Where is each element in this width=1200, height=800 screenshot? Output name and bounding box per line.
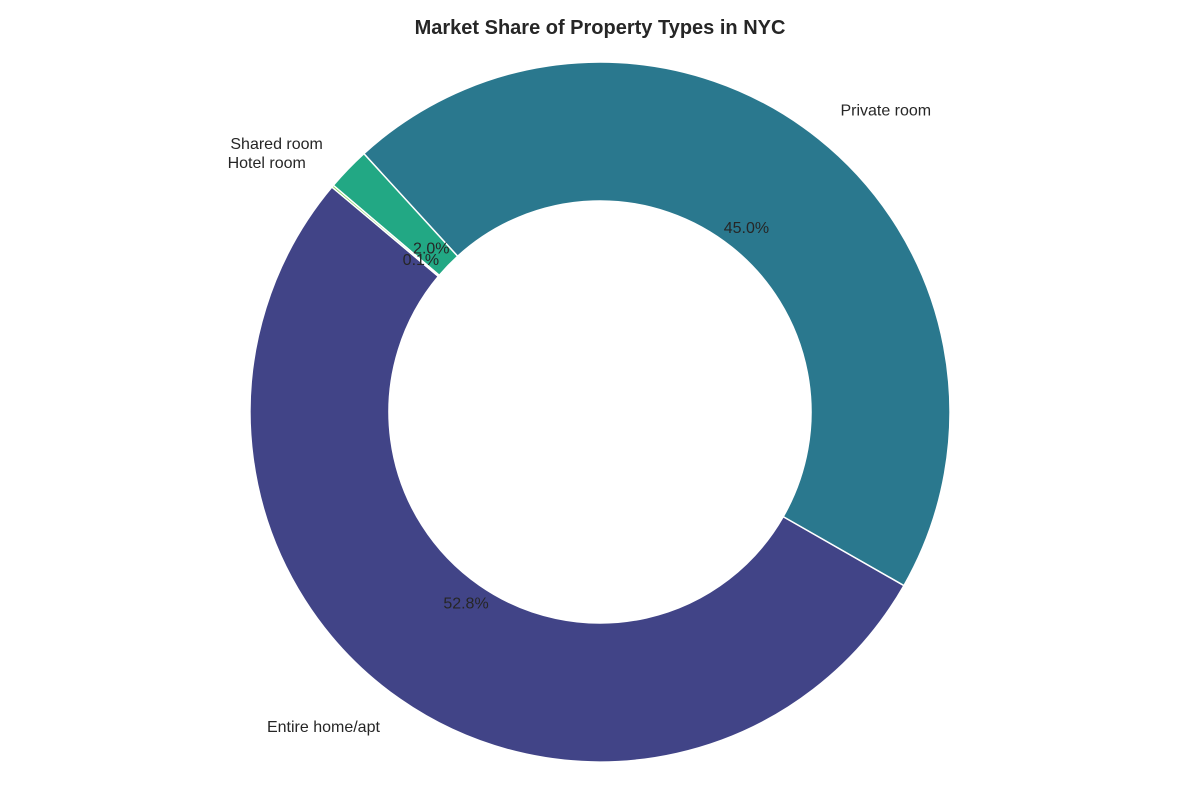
pct-label-private-room: 45.0%	[724, 220, 769, 237]
pct-label-hotel-room: 0.1%	[403, 252, 439, 269]
chart-title: Market Share of Property Types in NYC	[415, 17, 786, 39]
labels-group: Entire home/apt 52.8% Private room 45.0% Sha…	[228, 103, 932, 737]
slice-entire-home-apt	[249, 185, 905, 763]
slice-label-hotel-room: Hotel room	[228, 155, 306, 172]
slices-group	[249, 61, 951, 763]
slice-label-shared-room: Shared room	[230, 136, 323, 153]
slice-label-private-room: Private room	[840, 103, 931, 120]
slice-label-entire-home-apt: Entire home/apt	[267, 719, 381, 736]
slice-private-room	[362, 61, 951, 587]
slice-hotel-room	[330, 184, 441, 278]
pct-label-shared-room: 2.0%	[413, 240, 449, 257]
pct-label-entire-home-apt: 52.8%	[443, 596, 488, 613]
